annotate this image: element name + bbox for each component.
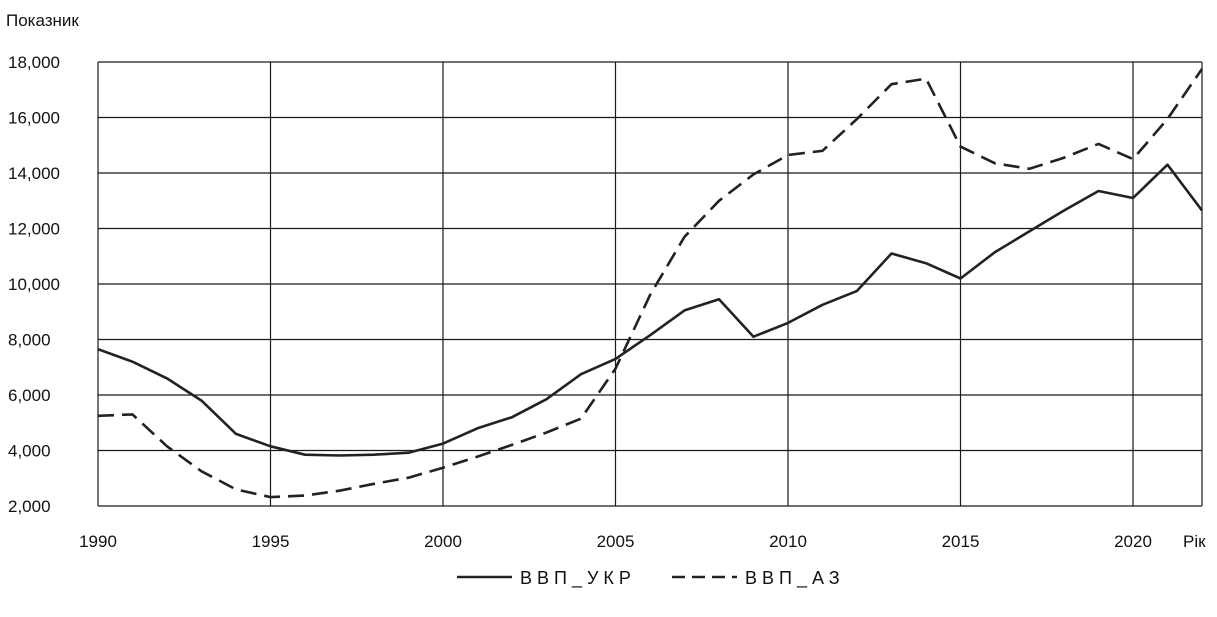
x-tick-label: 2005: [597, 532, 635, 551]
x-tick-label: 2015: [942, 532, 980, 551]
legend: ВВП_УКР ВВП_АЗ: [457, 568, 845, 589]
y-axis-ticks: 2,000 4,000 6,000 8,000 10,000 12,000 14,000 16…: [8, 53, 60, 516]
y-tick-label: 14,000: [8, 164, 60, 183]
series-line-ukr: [97, 163, 1204, 457]
series-lines: [97, 68, 1204, 499]
y-tick-label: 18,000: [8, 53, 60, 72]
y-tick-label: 6,000: [8, 386, 51, 405]
x-tick-label: 2000: [424, 532, 462, 551]
y-tick-label: 16,000: [8, 109, 60, 128]
x-tick-label: 2010: [769, 532, 807, 551]
x-axis-ticks: 1990 1995 2000 2005 2010 2015 2020: [79, 532, 1152, 551]
legend-label-ukr: ВВП_УКР: [520, 568, 636, 589]
x-tick-label: 2020: [1114, 532, 1152, 551]
y-tick-label: 2,000: [8, 497, 51, 516]
x-tick-label: 1995: [252, 532, 290, 551]
x-tick-label: 1990: [79, 532, 117, 551]
x-axis-title: Рік: [1183, 532, 1206, 551]
y-tick-label: 4,000: [8, 442, 51, 461]
series-line-az: [97, 68, 1204, 499]
legend-label-az: ВВП_АЗ: [745, 568, 845, 589]
grid: [97, 61, 1203, 507]
y-tick-label: 12,000: [8, 220, 60, 239]
y-tick-label: 8,000: [8, 331, 51, 350]
y-tick-label: 10,000: [8, 275, 60, 294]
y-axis-title: Показник: [6, 11, 79, 30]
